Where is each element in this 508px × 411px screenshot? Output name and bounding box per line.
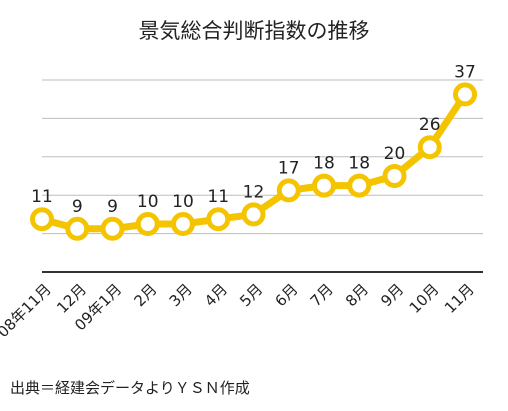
data-point bbox=[206, 207, 231, 232]
data-label: 37 bbox=[454, 62, 476, 82]
x-tick-label: 3月 bbox=[166, 280, 196, 310]
x-tick-label: 10月 bbox=[406, 280, 443, 317]
x-tick-label: 8月 bbox=[342, 280, 372, 310]
data-point bbox=[417, 135, 442, 160]
data-point bbox=[100, 216, 125, 241]
x-tick-label: 11月 bbox=[441, 280, 478, 317]
data-label: 11 bbox=[207, 187, 229, 207]
data-label: 12 bbox=[243, 182, 265, 202]
x-tick-label: 6月 bbox=[271, 280, 301, 310]
data-label: 10 bbox=[137, 192, 159, 212]
x-tick-label: 08年11月 bbox=[0, 280, 55, 341]
data-point bbox=[453, 82, 477, 107]
data-point bbox=[30, 207, 54, 232]
data-label: 9 bbox=[72, 197, 83, 217]
data-label: 26 bbox=[419, 115, 441, 135]
x-tick-label: 7月 bbox=[307, 280, 337, 310]
source-note: 出典＝経建会データよりＹＳＮ作成 bbox=[10, 379, 250, 397]
data-point bbox=[276, 178, 301, 203]
data-point bbox=[382, 164, 407, 188]
data-label: 20 bbox=[384, 144, 406, 164]
data-point bbox=[312, 173, 336, 198]
x-tick-label: 4月 bbox=[201, 280, 231, 310]
data-label: 18 bbox=[348, 154, 370, 174]
x-tick-label: 5月 bbox=[236, 280, 266, 310]
data-point bbox=[65, 216, 90, 241]
data-point bbox=[347, 173, 372, 198]
data-label: 17 bbox=[278, 158, 300, 178]
data-point bbox=[135, 212, 160, 236]
data-label: 10 bbox=[172, 192, 194, 212]
data-label: 18 bbox=[313, 154, 335, 174]
x-tick-label: 2月 bbox=[130, 280, 160, 310]
data-label: 11 bbox=[31, 187, 53, 207]
chart-title: 景気総合判断指数の推移 bbox=[139, 19, 370, 43]
x-tick-label: 9月 bbox=[377, 280, 407, 310]
data-label: 9 bbox=[107, 197, 118, 217]
data-point bbox=[171, 212, 195, 236]
data-point bbox=[241, 202, 266, 227]
